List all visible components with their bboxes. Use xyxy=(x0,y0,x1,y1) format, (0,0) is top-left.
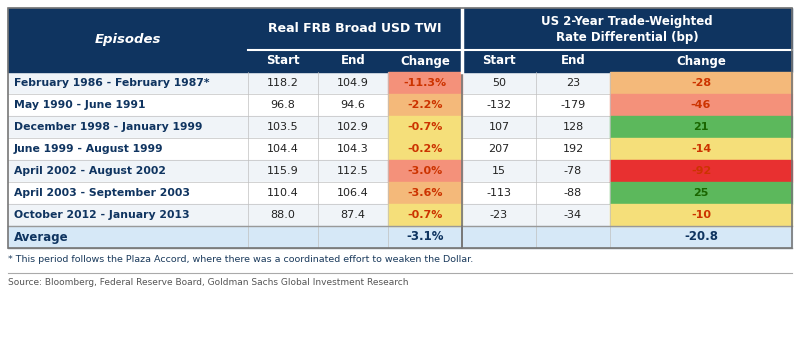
Text: -179: -179 xyxy=(560,100,586,110)
Text: -23: -23 xyxy=(490,210,508,220)
Text: 23: 23 xyxy=(566,78,580,88)
Text: -78: -78 xyxy=(564,166,582,176)
Text: US 2-Year Trade-Weighted
Rate Differential (bp): US 2-Year Trade-Weighted Rate Differenti… xyxy=(541,14,713,43)
Bar xyxy=(610,94,792,116)
Text: 94.6: 94.6 xyxy=(341,100,366,110)
Text: 115.9: 115.9 xyxy=(267,166,299,176)
Text: 25: 25 xyxy=(694,188,709,198)
Text: -132: -132 xyxy=(486,100,511,110)
Text: 102.9: 102.9 xyxy=(337,122,369,132)
Text: 192: 192 xyxy=(562,144,584,154)
Text: -20.8: -20.8 xyxy=(684,230,718,244)
Text: December 1998 - January 1999: December 1998 - January 1999 xyxy=(14,122,202,132)
Text: -2.2%: -2.2% xyxy=(407,100,442,110)
Bar xyxy=(388,204,462,226)
Text: -0.7%: -0.7% xyxy=(407,122,442,132)
Bar xyxy=(610,204,792,226)
Text: 103.5: 103.5 xyxy=(267,122,299,132)
Text: Change: Change xyxy=(676,55,726,68)
Bar xyxy=(8,138,792,160)
Text: April 2003 - September 2003: April 2003 - September 2003 xyxy=(14,188,190,198)
Text: * This period follows the Plaza Accord, where there was a coordinated effort to : * This period follows the Plaza Accord, … xyxy=(8,255,474,264)
Text: Source: Bloomberg, Federal Reserve Board, Goldman Sachs Global Investment Resear: Source: Bloomberg, Federal Reserve Board… xyxy=(8,278,409,287)
Text: -92: -92 xyxy=(691,166,711,176)
Bar xyxy=(8,8,248,72)
Text: End: End xyxy=(341,55,366,68)
Bar xyxy=(610,116,792,138)
Text: -3.6%: -3.6% xyxy=(407,188,442,198)
Text: June 1999 - August 1999: June 1999 - August 1999 xyxy=(14,144,164,154)
Text: -113: -113 xyxy=(486,188,511,198)
Bar xyxy=(8,160,792,182)
Text: October 2012 - January 2013: October 2012 - January 2013 xyxy=(14,210,190,220)
Text: 96.8: 96.8 xyxy=(270,100,295,110)
Text: End: End xyxy=(561,55,586,68)
Text: -46: -46 xyxy=(691,100,711,110)
Text: 207: 207 xyxy=(488,144,510,154)
Text: -34: -34 xyxy=(564,210,582,220)
Bar xyxy=(388,94,462,116)
Bar xyxy=(8,182,792,204)
Bar xyxy=(8,226,792,248)
Text: 106.4: 106.4 xyxy=(337,188,369,198)
Bar xyxy=(388,182,462,204)
Text: -88: -88 xyxy=(564,188,582,198)
Text: -11.3%: -11.3% xyxy=(403,78,446,88)
Text: 118.2: 118.2 xyxy=(267,78,299,88)
Text: 15: 15 xyxy=(492,166,506,176)
Bar xyxy=(248,50,462,72)
Text: -28: -28 xyxy=(691,78,711,88)
Bar xyxy=(462,50,792,72)
Text: 87.4: 87.4 xyxy=(341,210,366,220)
Text: Real FRB Broad USD TWI: Real FRB Broad USD TWI xyxy=(268,22,442,36)
Bar xyxy=(610,182,792,204)
Bar xyxy=(8,116,792,138)
Bar xyxy=(248,8,462,50)
Bar xyxy=(388,116,462,138)
Text: May 1990 - June 1991: May 1990 - June 1991 xyxy=(14,100,146,110)
Bar xyxy=(388,138,462,160)
Bar xyxy=(8,8,792,248)
Bar xyxy=(8,72,792,94)
Text: -3.0%: -3.0% xyxy=(407,166,442,176)
Text: April 2002 - August 2002: April 2002 - August 2002 xyxy=(14,166,166,176)
Text: February 1986 - February 1987*: February 1986 - February 1987* xyxy=(14,78,210,88)
Text: 104.9: 104.9 xyxy=(337,78,369,88)
Text: -10: -10 xyxy=(691,210,711,220)
Text: Change: Change xyxy=(400,55,450,68)
Bar xyxy=(388,72,462,94)
Bar xyxy=(462,8,792,50)
Text: Average: Average xyxy=(14,230,69,244)
Bar xyxy=(388,160,462,182)
Bar xyxy=(610,160,792,182)
Text: 107: 107 xyxy=(489,122,510,132)
Text: Start: Start xyxy=(266,55,300,68)
Bar xyxy=(8,204,792,226)
Text: 110.4: 110.4 xyxy=(267,188,299,198)
Text: 104.4: 104.4 xyxy=(267,144,299,154)
Text: 128: 128 xyxy=(562,122,584,132)
Text: -0.7%: -0.7% xyxy=(407,210,442,220)
Text: 21: 21 xyxy=(694,122,709,132)
Text: 88.0: 88.0 xyxy=(270,210,295,220)
Text: 112.5: 112.5 xyxy=(337,166,369,176)
Text: Start: Start xyxy=(482,55,516,68)
Bar xyxy=(610,138,792,160)
Text: 104.3: 104.3 xyxy=(337,144,369,154)
Bar xyxy=(610,72,792,94)
Text: Episodes: Episodes xyxy=(95,33,161,47)
Text: -3.1%: -3.1% xyxy=(406,230,444,244)
Text: -14: -14 xyxy=(691,144,711,154)
Bar xyxy=(8,94,792,116)
Text: -0.2%: -0.2% xyxy=(407,144,442,154)
Text: 50: 50 xyxy=(492,78,506,88)
